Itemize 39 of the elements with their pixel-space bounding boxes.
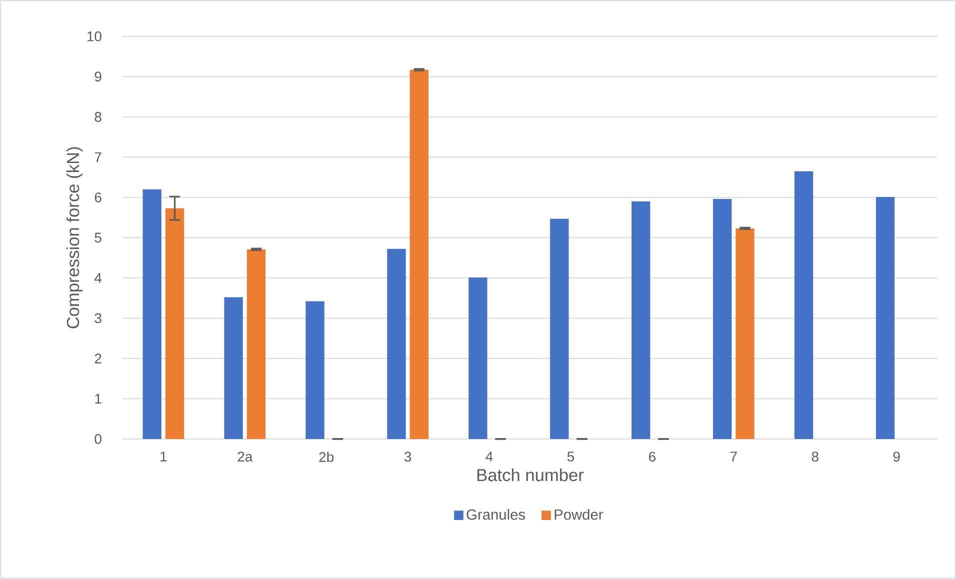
x-tick-label: 7: [730, 452, 737, 462]
y-tick-label: 7: [94, 152, 102, 162]
x-tick-label: 2a: [238, 452, 253, 462]
bar: [246, 250, 266, 440]
y-tick-label: 10: [87, 32, 102, 42]
legend-label: Powder: [554, 509, 604, 520]
bar: [876, 197, 895, 440]
x-tick-label: 6: [649, 452, 656, 462]
y-tick-label: 8: [94, 112, 102, 122]
bar: [632, 202, 650, 440]
x-tick-label: 1: [160, 452, 167, 462]
x-tick-label: 2b: [319, 452, 334, 462]
x-tick-label: 9: [893, 452, 900, 462]
bar: [224, 297, 243, 440]
bar: [468, 278, 488, 440]
x-tick-label: 3: [404, 452, 412, 462]
x-tick-label: 4: [486, 452, 493, 462]
x-axis-title: Batch number: [477, 468, 584, 482]
bar: [713, 199, 732, 440]
y-tick-label: 0: [94, 434, 102, 444]
bar: [550, 218, 569, 440]
y-tick-label: 5: [94, 232, 102, 243]
bar: [165, 208, 184, 440]
bar: [794, 171, 814, 440]
y-tick-label: 9: [94, 72, 102, 82]
y-tick-label: 3: [94, 313, 102, 324]
bar: [306, 301, 324, 440]
y-tick-label: 2: [94, 354, 102, 364]
bar: [387, 249, 406, 440]
bar: [142, 190, 162, 440]
legend-label: Granules: [466, 509, 526, 520]
y-tick-label: 4: [94, 273, 102, 283]
y-tick-label: 1: [95, 394, 102, 404]
y-tick-label: 6: [94, 192, 102, 203]
x-tick-label: 5: [567, 452, 574, 462]
x-tick-label: 8: [812, 452, 818, 462]
bar: [736, 228, 754, 440]
bar: [410, 70, 428, 440]
y-axis-title: Compression force (kN): [66, 147, 83, 328]
